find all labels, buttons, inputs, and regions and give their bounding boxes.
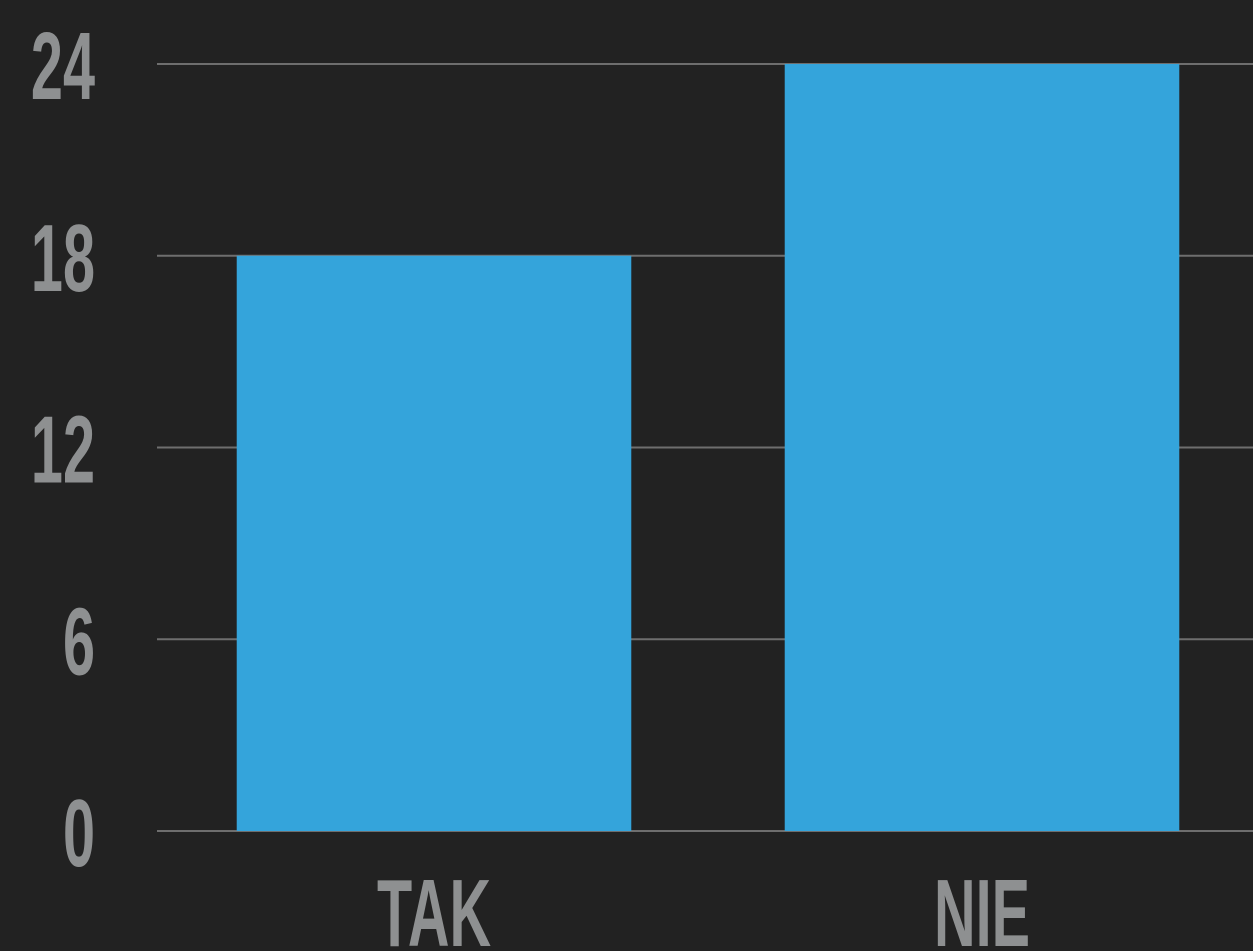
y-tick-label: 12: [31, 395, 95, 503]
bar: [236, 255, 632, 831]
y-tick-label: 6: [63, 587, 95, 695]
y-tick-label: 24: [31, 12, 95, 120]
y-tick-label: 18: [31, 203, 95, 311]
y-tick-label: 0: [63, 779, 95, 887]
x-tick-label: NIE: [934, 859, 1030, 951]
bar: [784, 64, 1180, 831]
x-tick-label: TAK: [377, 859, 491, 951]
